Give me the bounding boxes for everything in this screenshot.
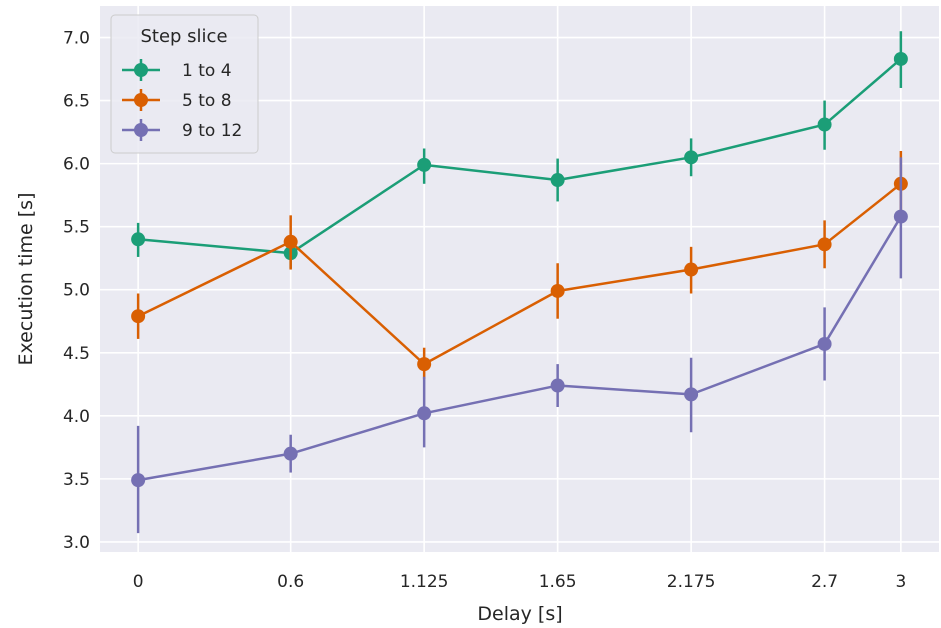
legend-label: 5 to 8 xyxy=(182,91,232,111)
x-tick-label: 1.125 xyxy=(400,572,449,592)
data-point xyxy=(893,209,908,224)
data-point xyxy=(684,150,699,165)
data-point xyxy=(684,387,699,402)
y-tick-label: 4.0 xyxy=(63,407,90,427)
data-point xyxy=(131,309,146,324)
y-tick-label: 5.0 xyxy=(63,281,90,301)
data-point xyxy=(417,406,432,421)
legend-items: 1 to 4 5 to 8 9 to 12 xyxy=(122,59,242,141)
y-tick-label: 6.5 xyxy=(63,92,90,112)
legend-marker xyxy=(134,63,148,77)
data-point xyxy=(817,117,832,132)
legend-item: 9 to 12 xyxy=(122,119,242,141)
series-layer xyxy=(131,31,908,534)
data-point xyxy=(131,473,146,488)
legend-marker xyxy=(134,123,148,137)
x-tick-label: 0 xyxy=(133,572,144,592)
y-tick-label: 3.0 xyxy=(63,533,90,553)
data-point xyxy=(893,51,908,66)
legend-box xyxy=(110,14,259,154)
legend-item: 1 to 4 xyxy=(122,59,232,81)
data-point xyxy=(283,234,298,249)
series-group xyxy=(131,157,908,534)
legend-label: 9 to 12 xyxy=(182,121,242,141)
legend-item: 5 to 8 xyxy=(122,89,232,111)
data-point xyxy=(131,232,146,247)
legend-marker xyxy=(134,93,148,107)
y-axis-label: Execution time [s] xyxy=(15,193,37,366)
data-point xyxy=(817,237,832,252)
x-tick-label: 2.7 xyxy=(811,572,838,592)
legend-label: 1 to 4 xyxy=(182,61,232,81)
data-point xyxy=(283,446,298,461)
data-point xyxy=(817,336,832,351)
legend: Step slice 1 to 4 5 to 8 9 to 12 xyxy=(110,14,259,154)
x-tick-label: 0.6 xyxy=(277,572,304,592)
legend-title: Step slice xyxy=(140,26,227,47)
y-tick-label: 6.0 xyxy=(63,155,90,175)
data-point xyxy=(684,262,699,277)
x-tick-label: 2.175 xyxy=(667,572,716,592)
data-point xyxy=(550,173,565,188)
data-point xyxy=(417,357,432,372)
x-axis-ticks: 0 0.6 1.125 1.65 2.175 2.7 3 xyxy=(133,572,907,592)
y-tick-label: 5.5 xyxy=(63,218,90,238)
y-tick-label: 7.0 xyxy=(63,29,90,49)
y-tick-label: 4.5 xyxy=(63,344,90,364)
x-tick-label: 3 xyxy=(895,572,906,592)
y-tick-label: 3.5 xyxy=(63,470,90,490)
x-tick-label: 1.65 xyxy=(539,572,577,592)
data-point xyxy=(550,283,565,298)
data-point xyxy=(550,378,565,393)
x-axis-label: Delay [s] xyxy=(477,603,562,625)
y-axis-ticks: 3.0 3.5 4.0 4.5 5.0 5.5 6.0 6.5 7.0 xyxy=(63,29,90,553)
data-point xyxy=(417,157,432,172)
